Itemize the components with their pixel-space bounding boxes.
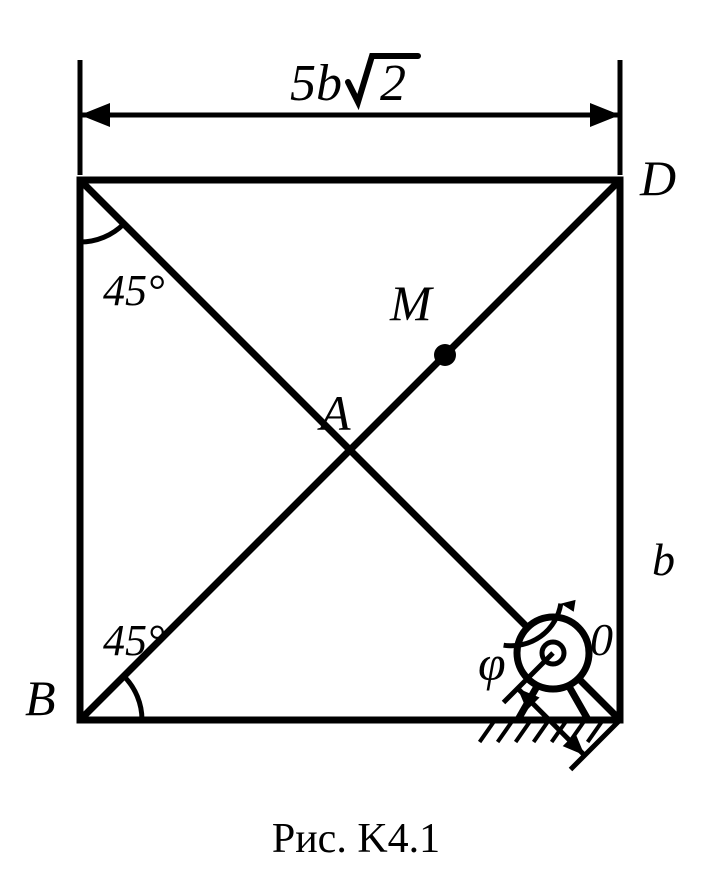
dim-arrowhead (80, 103, 110, 127)
label-D: D (639, 150, 676, 206)
point-m-dot (434, 344, 456, 366)
radical-value: 2 (380, 55, 406, 112)
label-A: A (317, 385, 351, 441)
angle-arc-top (80, 224, 124, 242)
phi-arrowhead (561, 600, 576, 612)
label-B: B (25, 670, 56, 726)
svg-text:5b: 5b (290, 55, 342, 112)
dim-label-top: 5b 2 (290, 55, 418, 112)
label-O: 0 (590, 614, 613, 665)
figure-caption: Рис. K4.1 (0, 815, 712, 863)
label-M: M (389, 275, 434, 331)
diagram-svg: 5b 2 D MA B 0 φ 45° 45° b (0, 0, 712, 890)
page: 5b 2 D MA B 0 φ 45° 45° b Рис. K4.1 (0, 0, 712, 890)
label-phi: φ (478, 635, 506, 691)
label-b: b (652, 534, 675, 585)
label-ang1: 45° (103, 266, 165, 315)
angle-arc-bottom (124, 676, 142, 720)
dim-arrowhead (590, 103, 620, 127)
label-ang2: 45° (103, 616, 165, 665)
